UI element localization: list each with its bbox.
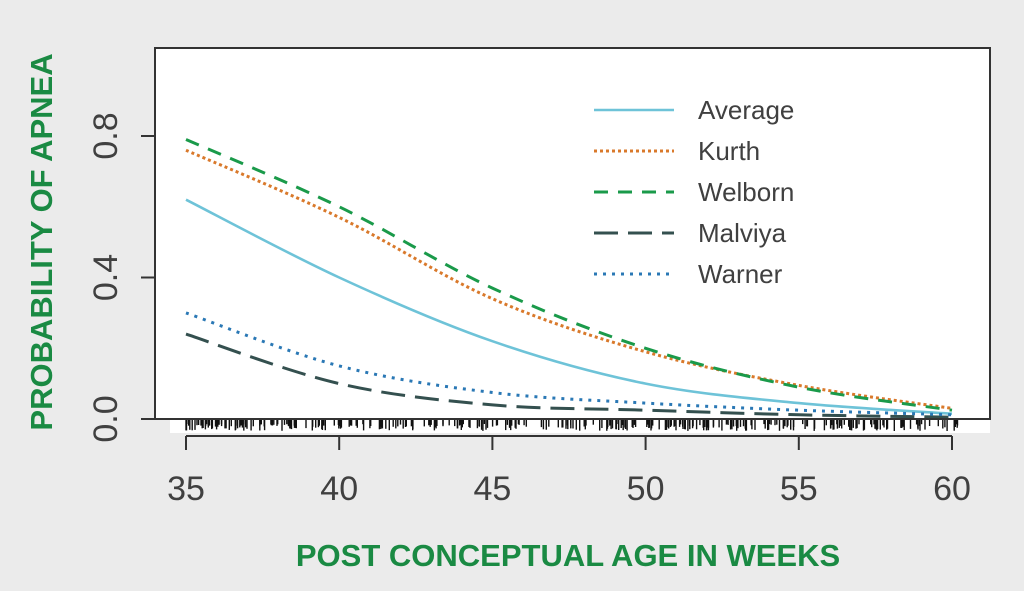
y-tick-label: 0.8 — [87, 112, 125, 159]
x-axis-title: POST CONCEPTUAL AGE IN WEEKS — [296, 538, 840, 573]
rug-marks — [185, 419, 959, 431]
legend-label-malviya: Malviya — [698, 218, 787, 248]
legend-label-warner: Warner — [698, 259, 783, 289]
legend: Average Kurth Welborn Malviya Warner — [594, 95, 794, 289]
x-tick-label: 45 — [473, 470, 511, 508]
plot-frame — [154, 47, 991, 420]
y-axis: 0.0 0.4 0.8 — [87, 112, 155, 443]
y-tick-label: 0.4 — [87, 254, 125, 301]
x-tick-label: 50 — [627, 470, 665, 508]
x-tick-label: 55 — [780, 470, 818, 508]
legend-label-welborn: Welborn — [698, 177, 794, 207]
x-axis: 35 40 45 50 55 60 — [167, 435, 971, 508]
x-tick-label: 60 — [933, 470, 971, 508]
series-lines — [185, 138, 953, 419]
x-tick-label: 40 — [320, 470, 358, 508]
series-line-average — [185, 198, 953, 415]
y-axis-title: PROBABILITY OF APNEA — [24, 53, 59, 430]
y-tick-label: 0.0 — [87, 395, 125, 442]
plot-background — [155, 48, 990, 419]
series-line-malviya — [185, 332, 953, 419]
series-line-welborn — [185, 138, 953, 412]
x-tick-label: 35 — [167, 470, 205, 508]
legend-label-average: Average — [698, 95, 794, 125]
series-line-kurth — [185, 148, 953, 410]
legend-label-kurth: Kurth — [698, 136, 760, 166]
